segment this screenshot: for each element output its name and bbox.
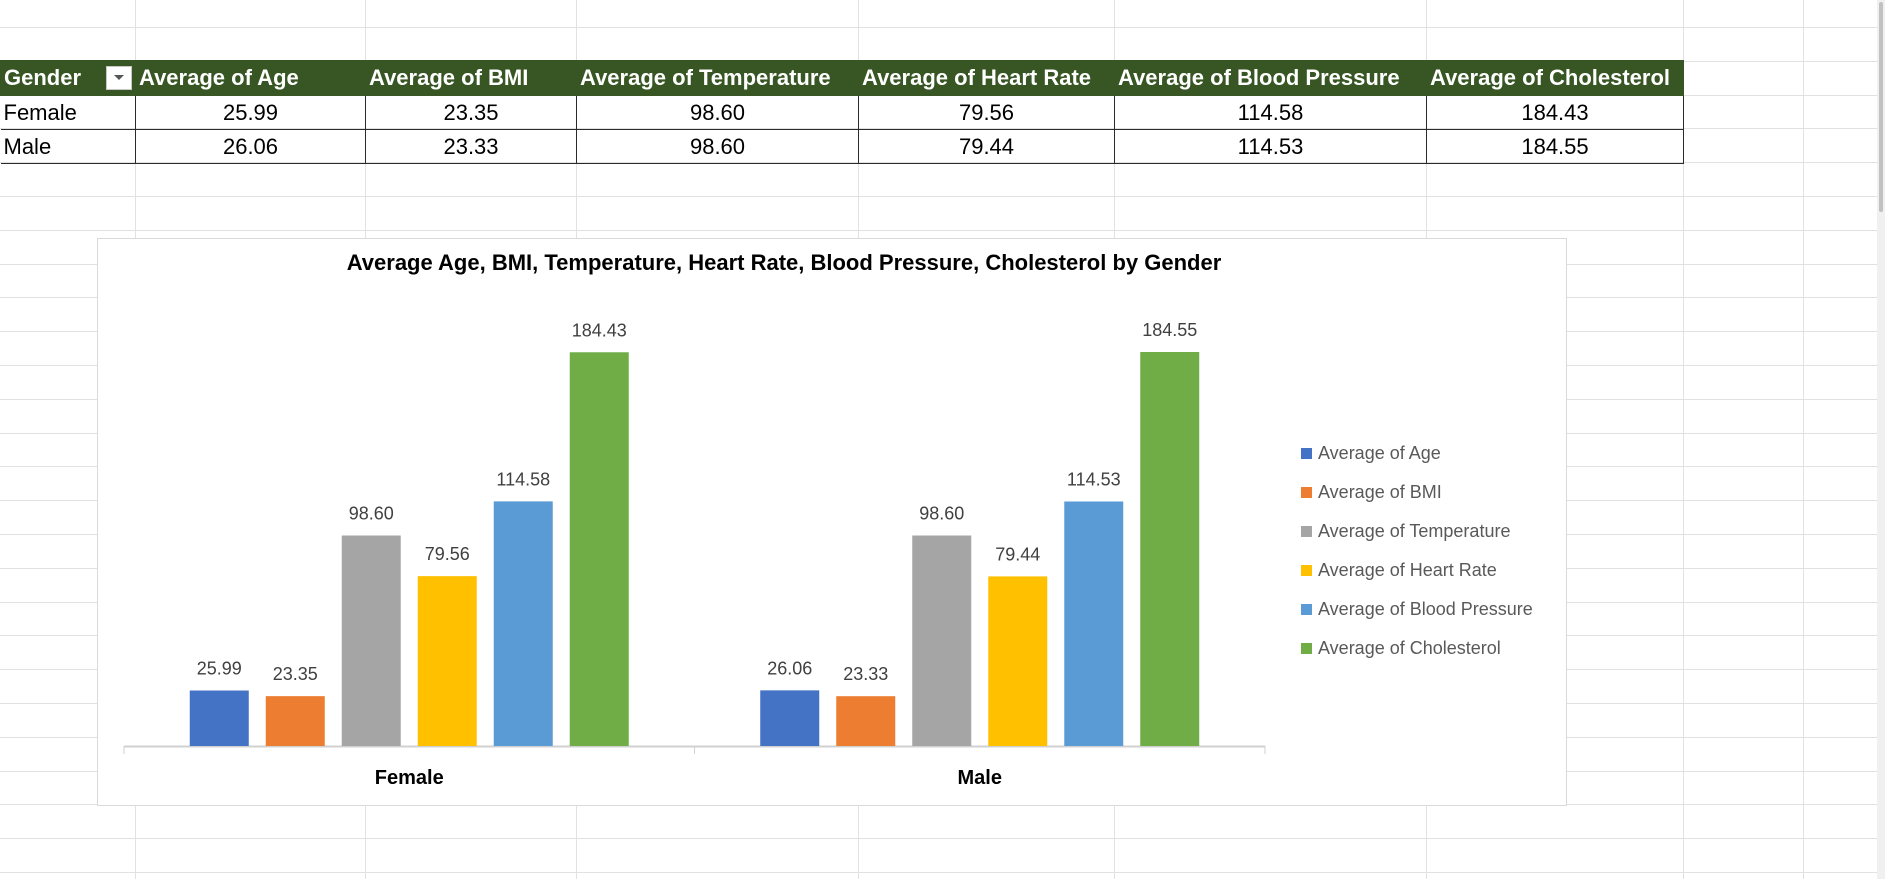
data-label: 79.56 <box>425 544 470 564</box>
vertical-scrollbar[interactable] <box>1877 0 1885 879</box>
cell-value[interactable]: 98.60 <box>576 95 859 130</box>
row-label-female[interactable]: Female <box>0 95 136 130</box>
legend-label: Average of Age <box>1318 443 1441 463</box>
row-label-male[interactable]: Male <box>0 129 136 164</box>
cell-value[interactable]: 184.43 <box>1426 95 1684 130</box>
row-labels-filter-button[interactable] <box>106 66 132 90</box>
legend-entry[interactable]: Average of BMI <box>1301 473 1533 512</box>
legend-swatch <box>1301 526 1312 537</box>
cell-value[interactable]: 79.56 <box>858 95 1115 130</box>
legend-entry[interactable]: Average of Blood Pressure <box>1301 590 1533 629</box>
legend-entry[interactable]: Average of Cholesterol <box>1301 629 1533 668</box>
bar[interactable] <box>988 576 1048 746</box>
header-average-of-temperature: Average of Temperature <box>576 60 859 96</box>
bar[interactable] <box>417 576 477 746</box>
x-axis-tick-label: Male <box>958 767 1002 789</box>
header-average-of-cholesterol: Average of Cholesterol <box>1426 60 1684 96</box>
legend-label: Average of Blood Pressure <box>1318 599 1533 619</box>
bar[interactable] <box>1140 352 1200 746</box>
data-label: 184.43 <box>572 320 627 340</box>
header-average-of-blood-pressure: Average of Blood Pressure <box>1114 60 1427 96</box>
cell-value[interactable]: 98.60 <box>576 129 859 164</box>
bar[interactable] <box>341 535 401 746</box>
pivot-table[interactable]: Gender Average of Age Average of BMI Ave… <box>0 60 1684 164</box>
header-gender: Gender <box>0 60 136 96</box>
bar[interactable] <box>760 690 820 746</box>
data-label: 79.44 <box>995 544 1040 564</box>
cell-value[interactable]: 114.53 <box>1114 129 1427 164</box>
cell-value[interactable]: 114.58 <box>1114 95 1427 130</box>
data-label: 23.35 <box>273 664 318 684</box>
legend-entry[interactable]: Average of Temperature <box>1301 512 1533 551</box>
scrollbar-thumb[interactable] <box>1879 2 1883 212</box>
legend-swatch <box>1301 643 1312 654</box>
header-gender-label: Gender <box>4 65 82 90</box>
bar[interactable] <box>189 690 249 746</box>
data-label: 26.06 <box>767 658 812 678</box>
legend-swatch <box>1301 565 1312 576</box>
data-label: 184.55 <box>1142 320 1197 340</box>
legend-swatch <box>1301 604 1312 615</box>
cell-value[interactable]: 23.33 <box>365 129 577 164</box>
data-label: 23.33 <box>843 664 888 684</box>
cell-value[interactable]: 184.55 <box>1426 129 1684 164</box>
chart-plot: Average Age, BMI, Temperature, Heart Rat… <box>123 250 1266 789</box>
header-average-of-bmi: Average of BMI <box>365 60 577 96</box>
bar[interactable] <box>836 696 896 746</box>
legend-label: Average of Temperature <box>1318 521 1511 541</box>
pivot-header-row: Gender Average of Age Average of BMI Ave… <box>0 60 1684 96</box>
bar[interactable] <box>912 535 972 746</box>
cell-value[interactable]: 79.44 <box>858 129 1115 164</box>
bar[interactable] <box>265 696 325 746</box>
dropdown-arrow-icon <box>114 75 124 80</box>
header-average-of-age: Average of Age <box>135 60 366 96</box>
legend-label: Average of Cholesterol <box>1318 638 1501 658</box>
legend-entry[interactable]: Average of Age <box>1301 434 1533 473</box>
data-label: 114.53 <box>1067 469 1121 489</box>
legend-label: Average of BMI <box>1318 482 1442 502</box>
data-label: 114.58 <box>496 469 550 489</box>
x-axis-tick-label: Female <box>375 767 444 789</box>
data-label: 25.99 <box>197 659 242 679</box>
cell-value[interactable]: 25.99 <box>135 95 366 130</box>
chart-title: Average Age, BMI, Temperature, Heart Rat… <box>347 250 1222 275</box>
bar[interactable] <box>569 352 629 746</box>
table-row[interactable]: Female 25.99 23.35 98.60 79.56 114.58 18… <box>0 95 1684 130</box>
data-label: 98.60 <box>919 503 964 523</box>
cell-value[interactable]: 26.06 <box>135 129 366 164</box>
table-row[interactable]: Male 26.06 23.33 98.60 79.44 114.53 184.… <box>0 129 1684 164</box>
legend-entry[interactable]: Average of Heart Rate <box>1301 551 1533 590</box>
chart-area[interactable]: Average Age, BMI, Temperature, Heart Rat… <box>97 238 1567 806</box>
cell-value[interactable]: 23.35 <box>365 95 577 130</box>
legend-swatch <box>1301 487 1312 498</box>
legend-label: Average of Heart Rate <box>1318 560 1497 580</box>
chart-legend[interactable]: Average of Age Average of BMI Average of T… <box>1301 434 1533 668</box>
header-average-of-heart-rate: Average of Heart Rate <box>858 60 1115 96</box>
bar[interactable] <box>1064 501 1124 746</box>
data-label: 98.60 <box>349 503 394 523</box>
bar[interactable] <box>493 501 553 746</box>
legend-swatch <box>1301 448 1312 459</box>
